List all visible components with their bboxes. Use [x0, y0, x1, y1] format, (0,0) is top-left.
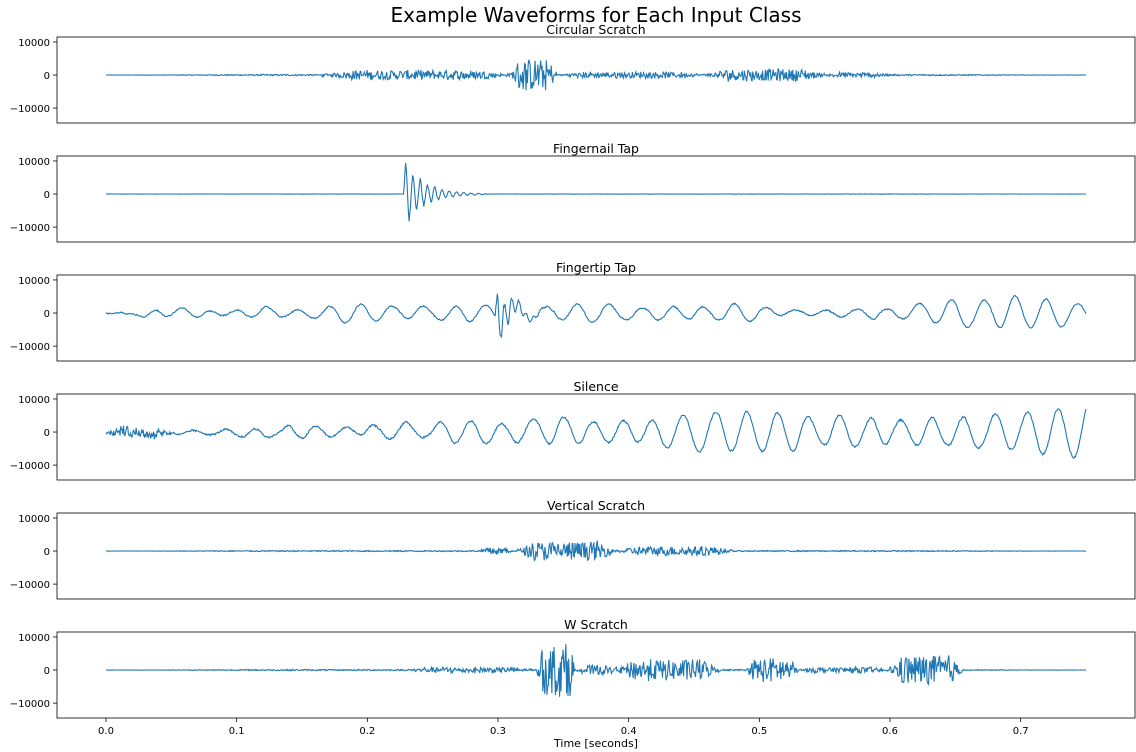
waveform-series: [105, 59, 1087, 91]
waveform-series: [105, 408, 1087, 459]
panel-4: Vertical Scratch 10000 0 −10000: [10, 498, 1136, 600]
y-tick-label: 10000: [18, 157, 50, 168]
panel-title: Fingertip Tap: [556, 260, 636, 275]
panel-frame: [56, 512, 1136, 600]
y-tick-label: 10000: [18, 633, 50, 644]
y-tick-label: 0: [44, 666, 50, 677]
panel-0: Circular Scratch 10000 0 −10000: [10, 22, 1136, 124]
panel-frame: [56, 274, 1136, 362]
panel-title: Silence: [573, 379, 618, 394]
y-tick-label: 10000: [18, 276, 50, 287]
panel-2: Fingertip Tap 10000 0 −10000: [10, 260, 1136, 362]
panel-3: Silence 10000 0 −10000: [10, 379, 1136, 481]
panel-title: Fingernail Tap: [553, 141, 639, 156]
x-tick-label: 0.5: [751, 726, 767, 737]
waveform-series: [106, 539, 1087, 562]
x-tick-label: 0.4: [621, 726, 637, 737]
panel-frame: [56, 631, 1136, 719]
waveform-series: [106, 163, 1087, 222]
figure-title: Example Waveforms for Each Input Class: [391, 3, 802, 27]
waveform-series: [105, 293, 1087, 338]
x-tick-label: 0.1: [229, 726, 245, 737]
y-tick-label: 10000: [18, 514, 50, 525]
y-tick-label: 10000: [18, 395, 50, 406]
y-tick-label: −10000: [10, 461, 50, 472]
y-tick-label: −10000: [10, 580, 50, 591]
panel-1: Fingernail Tap 10000 0 −10000: [10, 141, 1136, 243]
x-tick-label: 0.0: [98, 726, 114, 737]
panel-frame: [56, 393, 1136, 481]
panel-title: W Scratch: [564, 617, 628, 632]
x-tick-label: 0.2: [359, 726, 375, 737]
y-tick-label: −10000: [10, 699, 50, 710]
y-tick-label: 0: [44, 428, 50, 439]
waveform-series: [106, 644, 1086, 697]
y-tick-label: −10000: [10, 342, 50, 353]
x-tick-label: 0.7: [1013, 726, 1029, 737]
y-tick-label: 10000: [18, 38, 50, 49]
y-tick-label: 0: [44, 309, 50, 320]
x-tick-label: 0.3: [490, 726, 506, 737]
panel-frame: [56, 36, 1136, 124]
x-tick-label: 0.6: [882, 726, 898, 737]
x-axis-label: Time [seconds]: [553, 737, 638, 750]
panel-title: Circular Scratch: [546, 22, 645, 37]
panel-frame: [56, 155, 1136, 243]
y-tick-label: −10000: [10, 223, 50, 234]
panel-title: Vertical Scratch: [547, 498, 645, 513]
y-tick-label: 0: [44, 71, 50, 82]
y-tick-label: 0: [44, 190, 50, 201]
y-tick-label: −10000: [10, 104, 50, 115]
y-tick-label: 0: [44, 547, 50, 558]
panel-5: W Scratch 10000 0 −10000 0.0 0.1 0.2 0.3 0.4 0.5 0…: [10, 617, 1136, 737]
